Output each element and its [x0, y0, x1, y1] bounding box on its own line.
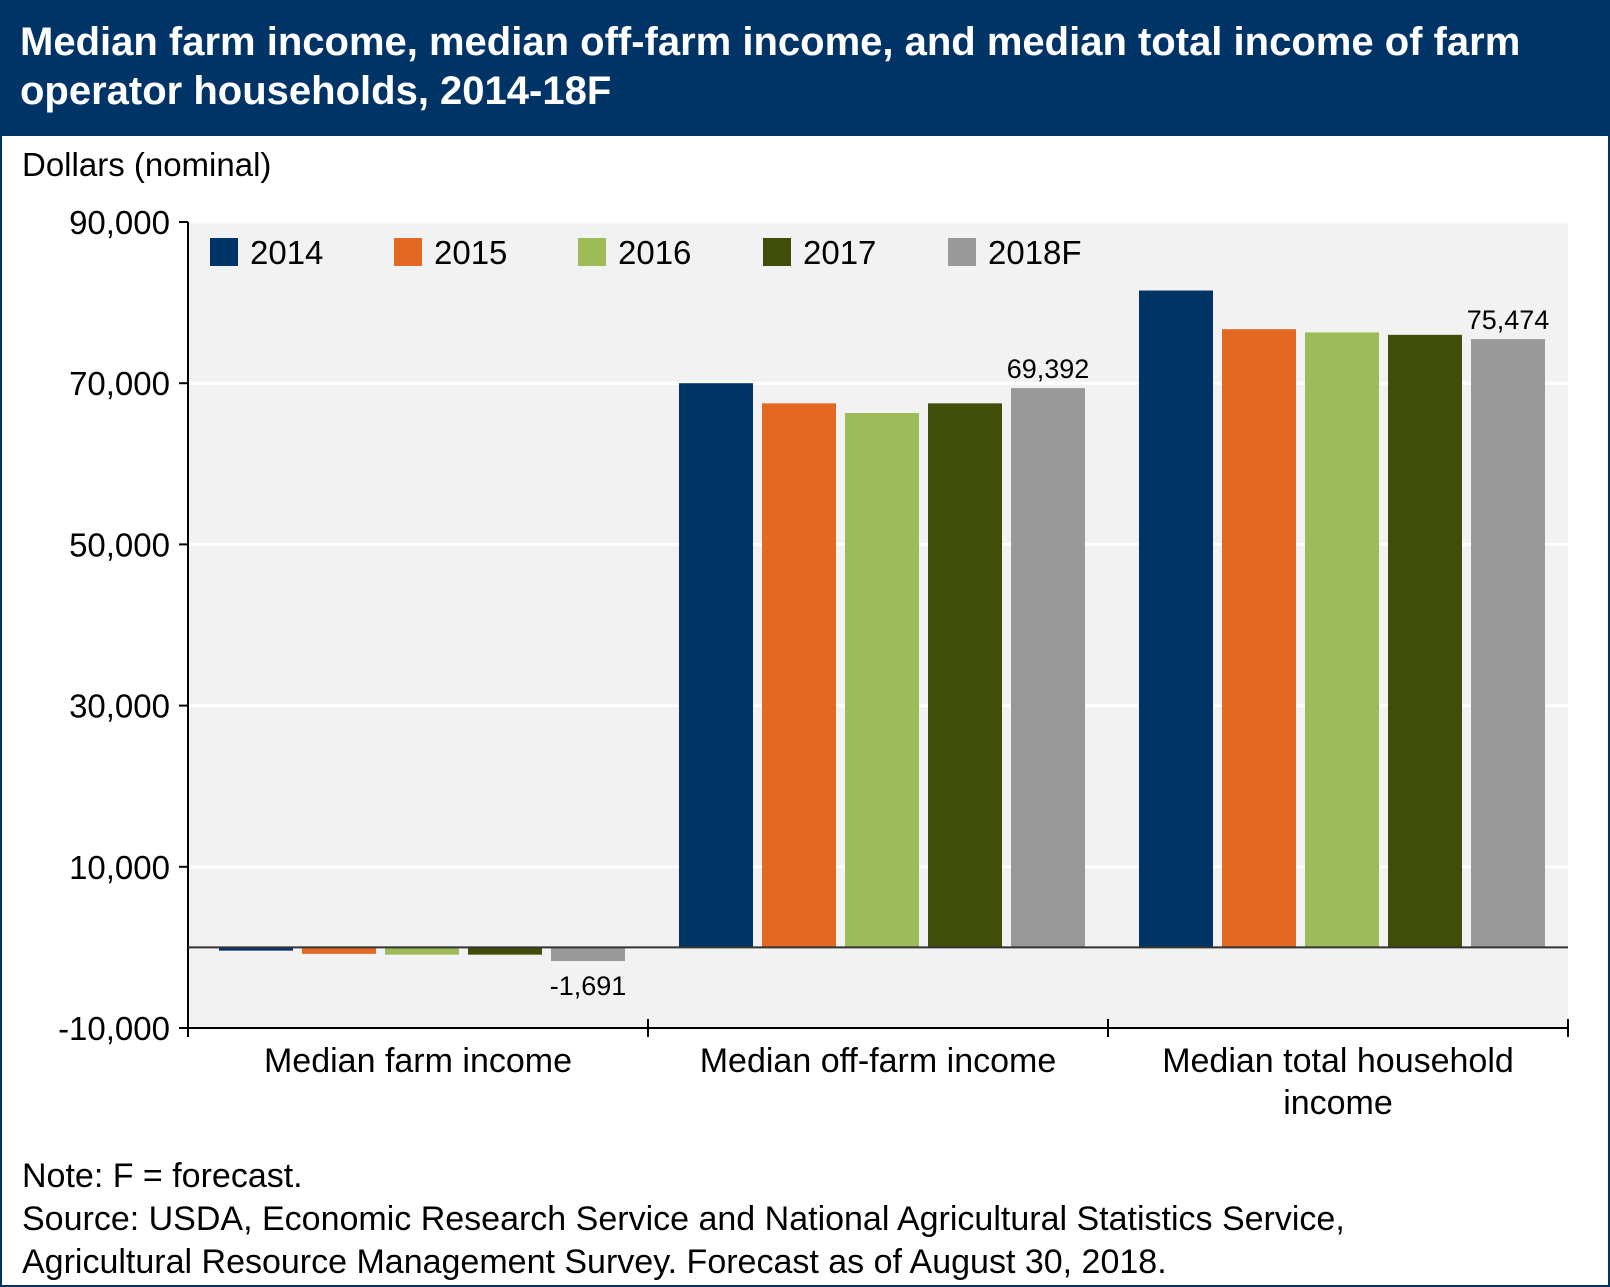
- bar-2014: [1139, 290, 1213, 948]
- bar-2014: [219, 947, 293, 951]
- legend-swatch: [578, 238, 606, 266]
- bar-2015: [302, 947, 376, 954]
- footer-note: Note: F = forecast.: [22, 1157, 303, 1195]
- bar-2015: [762, 403, 836, 948]
- title-bar: Median farm income, median off-farm inco…: [2, 2, 1608, 136]
- bar-2017: [468, 947, 542, 955]
- chart-footer: Note: F = forecast. Source: USDA, Econom…: [22, 1155, 1592, 1284]
- legend-swatch: [763, 238, 791, 266]
- chart-title: Median farm income, median off-farm inco…: [20, 20, 1521, 113]
- legend-label: 2016: [618, 234, 691, 271]
- bar-2016: [1305, 332, 1379, 948]
- y-tick-label: 70,000: [69, 365, 170, 402]
- x-category-label: Median farm income: [264, 1042, 572, 1080]
- bar-2016: [845, 413, 919, 948]
- bar-2017: [928, 403, 1002, 948]
- bar-2018f: [1011, 388, 1085, 948]
- legend-swatch: [210, 238, 238, 266]
- x-category-label: Median total household: [1162, 1042, 1514, 1080]
- y-tick-label: -10,000: [58, 1010, 170, 1047]
- legend-label: 2014: [250, 234, 323, 271]
- legend-swatch: [948, 238, 976, 266]
- x-category-label: income: [1283, 1084, 1393, 1122]
- legend-swatch: [394, 238, 422, 266]
- data-label: -1,691: [550, 971, 627, 1001]
- y-tick-label: 10,000: [69, 849, 170, 886]
- footer-source-line-2: Agricultural Resource Management Survey.…: [22, 1243, 1167, 1281]
- bar-2017: [1388, 334, 1462, 948]
- data-label: 69,392: [1007, 354, 1090, 384]
- y-tick-label: 90,000: [69, 204, 170, 241]
- bar-2016: [385, 947, 459, 955]
- bar-2018f: [1471, 339, 1545, 948]
- y-tick-label: 30,000: [69, 688, 170, 725]
- legend-label: 2015: [434, 234, 507, 271]
- bar-2014: [679, 383, 753, 948]
- y-tick-label: 50,000: [69, 526, 170, 563]
- x-category-label: Median off-farm income: [700, 1042, 1057, 1080]
- bar-chart: -10,000 10,000 30,000 50,000 70,000 90,000 Dol…: [22, 146, 1569, 1122]
- data-label: 75,474: [1467, 305, 1550, 335]
- footer-source-line-1: Source: USDA, Economic Research Service …: [22, 1200, 1345, 1238]
- legend-label: 2018F: [988, 234, 1082, 271]
- bar-2018f: [551, 947, 625, 962]
- legend-label: 2017: [803, 234, 876, 271]
- y-axis-label: Dollars (nominal): [22, 146, 271, 183]
- bar-2015: [1222, 329, 1296, 948]
